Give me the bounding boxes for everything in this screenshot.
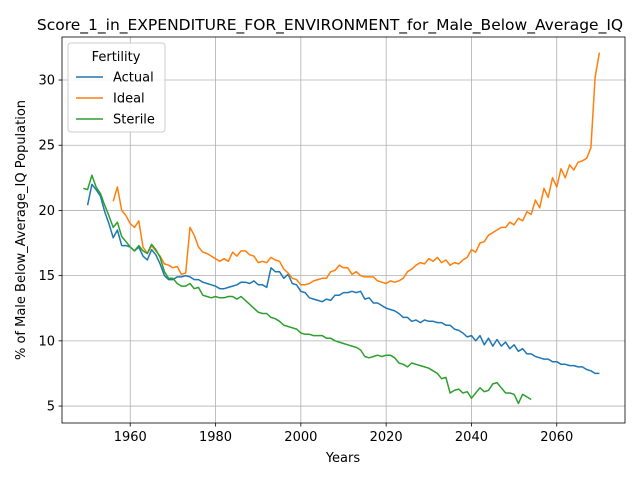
legend: Fertility Actual Ideal Sterile <box>68 43 165 132</box>
chart-title: Score_1_in_EXPENDITURE_FOR_ENVIRONMENT_f… <box>37 16 623 35</box>
y-tick-label: 30 <box>38 74 55 89</box>
y-tick-label: 25 <box>38 139 55 154</box>
x-tick-label: 1960 <box>114 430 147 445</box>
x-tick-label: 1980 <box>199 430 232 445</box>
y-tick-label: 10 <box>38 334 55 349</box>
x-tick-label: 2000 <box>284 430 317 445</box>
legend-title: Fertility <box>92 50 141 65</box>
x-tick-label: 2060 <box>540 430 573 445</box>
x-axis-label: Years <box>325 451 361 466</box>
legend-label-ideal: Ideal <box>113 92 145 107</box>
legend-label-sterile: Sterile <box>113 113 155 128</box>
x-tick-label: 2040 <box>455 430 488 445</box>
y-tick-label: 15 <box>38 269 55 284</box>
legend-label-actual: Actual <box>113 71 154 86</box>
y-tick-label: 5 <box>47 400 55 415</box>
y-tick-label: 20 <box>38 204 55 219</box>
y-axis-label: % of Male Below_Average_IQ Population <box>14 100 29 360</box>
x-tick-label: 2020 <box>370 430 403 445</box>
